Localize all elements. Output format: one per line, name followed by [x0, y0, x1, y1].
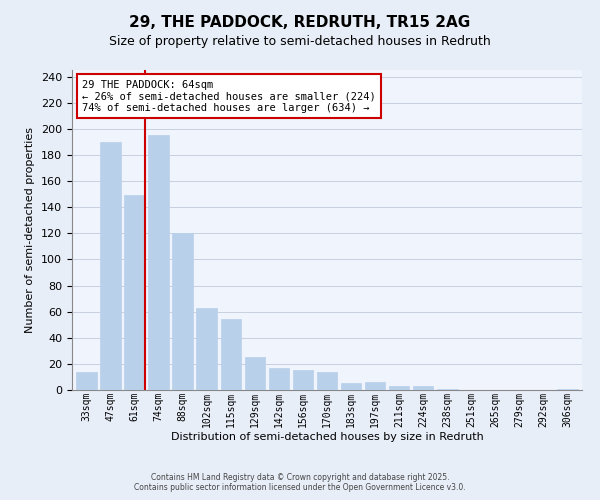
Bar	[269, 368, 289, 390]
Bar	[557, 388, 578, 390]
Bar	[124, 196, 145, 390]
Bar	[172, 234, 193, 390]
X-axis label: Distribution of semi-detached houses by size in Redruth: Distribution of semi-detached houses by …	[170, 432, 484, 442]
Text: Size of property relative to semi-detached houses in Redruth: Size of property relative to semi-detach…	[109, 35, 491, 48]
Bar	[76, 372, 97, 390]
Bar	[389, 386, 409, 390]
Bar	[365, 382, 385, 390]
Bar	[437, 388, 458, 390]
Text: 29, THE PADDOCK, REDRUTH, TR15 2AG: 29, THE PADDOCK, REDRUTH, TR15 2AG	[130, 15, 470, 30]
Bar	[148, 136, 169, 390]
Y-axis label: Number of semi-detached properties: Number of semi-detached properties	[25, 127, 35, 333]
Bar	[196, 308, 217, 390]
Bar	[221, 320, 241, 390]
Text: 29 THE PADDOCK: 64sqm
← 26% of semi-detached houses are smaller (224)
74% of sem: 29 THE PADDOCK: 64sqm ← 26% of semi-deta…	[82, 80, 376, 113]
Bar	[293, 370, 313, 390]
Text: Contains HM Land Registry data © Crown copyright and database right 2025.
Contai: Contains HM Land Registry data © Crown c…	[134, 473, 466, 492]
Bar	[413, 386, 433, 390]
Bar	[317, 372, 337, 390]
Bar	[245, 358, 265, 390]
Bar	[341, 384, 361, 390]
Bar	[100, 142, 121, 390]
